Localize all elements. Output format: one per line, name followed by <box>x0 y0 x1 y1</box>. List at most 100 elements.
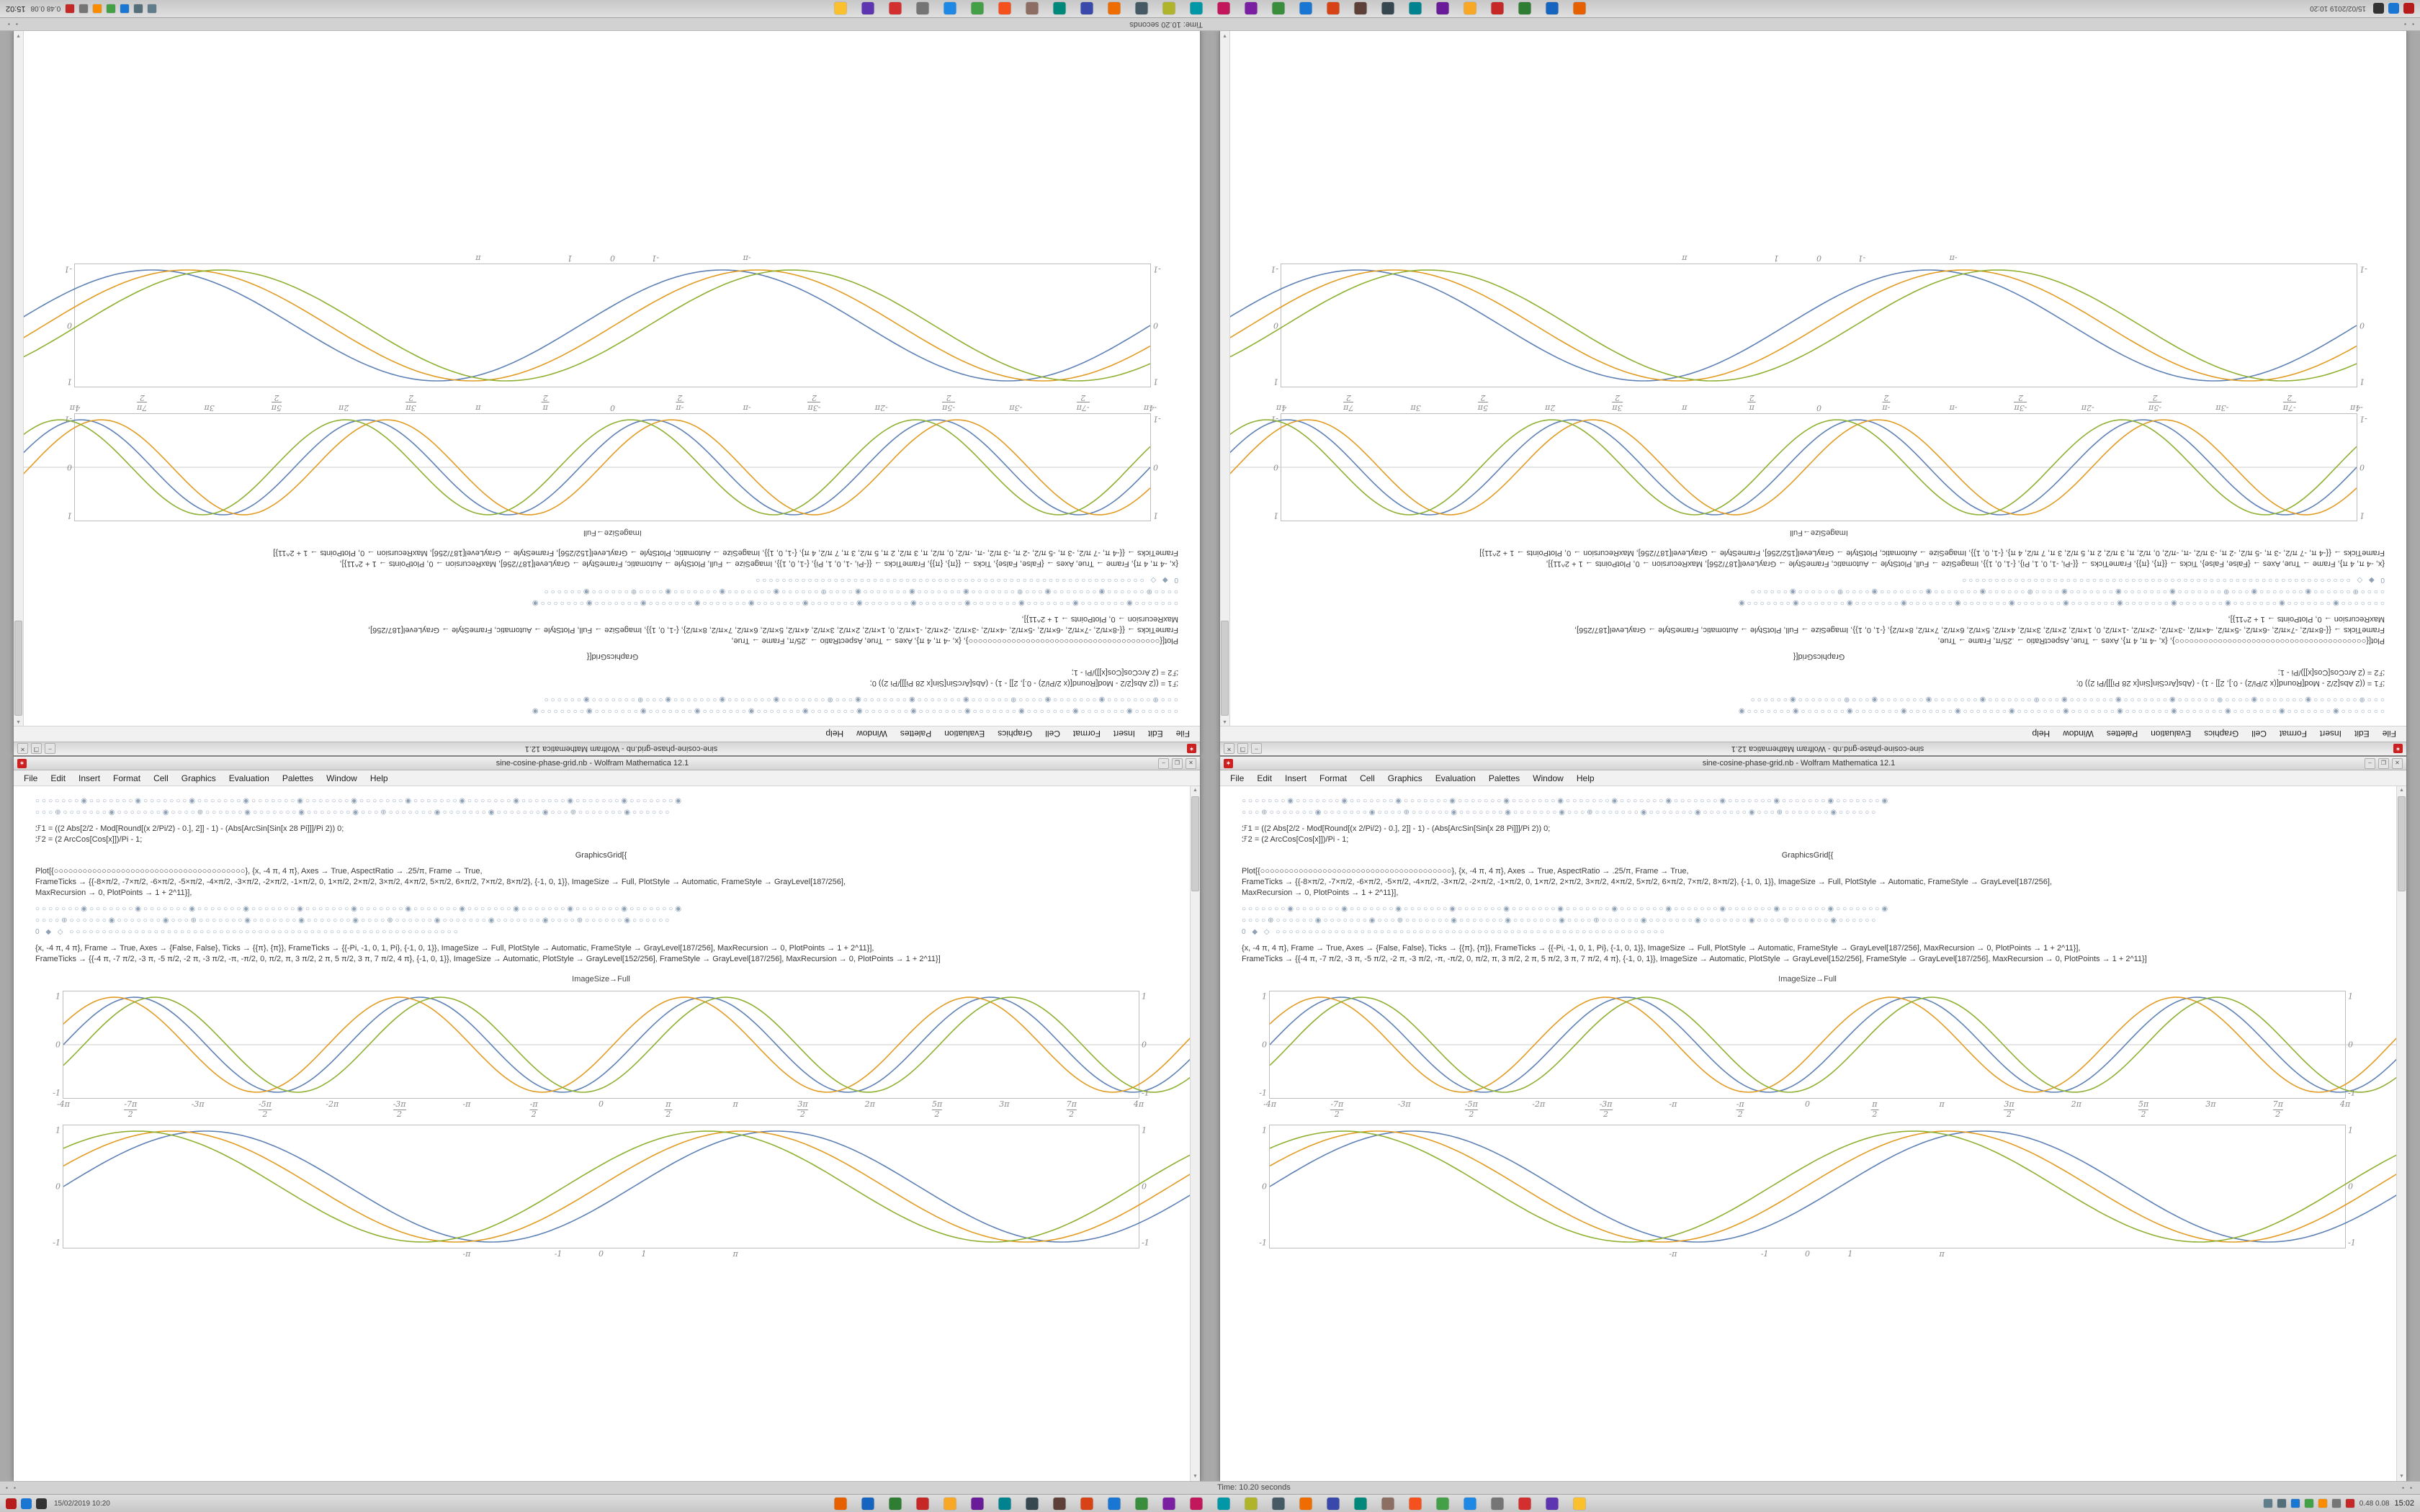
monitor-icon[interactable] <box>1272 1497 1285 1510</box>
color-swatch-cell[interactable]: ○○○○○○○◉○○○○○○○◉○○○○○○○◉○○○○○○○◉○○○○○○○◉… <box>35 796 1167 819</box>
code-line[interactable]: ℱ1 = ((2 Abs[2/2 - Mod[Round[(x 2/Pi/2) … <box>869 679 1178 688</box>
close-button[interactable]: ✕ <box>2392 757 2403 769</box>
files-launcher-icon[interactable] <box>2388 3 2399 14</box>
scroll-down-icon[interactable]: ▼ <box>2399 1474 2404 1479</box>
swatch-row[interactable]: 0 ◆ ◇ ○○○○○○○○○○○○○○○○○○○○○○○○○○○○○○○○○○… <box>1242 928 1667 936</box>
color-swatch-cell[interactable]: ○○○○○○○◉○○○○○○○◉○○○○○○○◉○○○○○○○◉○○○○○○○◉… <box>1242 796 2373 819</box>
minimize-button[interactable]: – <box>1158 757 1169 769</box>
menu-window[interactable]: Window <box>1533 773 1564 783</box>
notes-icon[interactable] <box>944 1497 956 1510</box>
scroll-down-icon[interactable]: ▼ <box>1193 1474 1198 1479</box>
files-launcher-icon[interactable] <box>21 1498 32 1509</box>
reader-icon[interactable] <box>889 2 902 15</box>
menu-palettes[interactable]: Palettes <box>1488 773 1520 783</box>
maximize-button[interactable]: ❐ <box>2378 757 2389 769</box>
sheets-icon[interactable] <box>1135 1497 1148 1510</box>
scroll-up-icon[interactable]: ▲ <box>1222 719 1227 724</box>
archive-icon[interactable] <box>1053 1497 1066 1510</box>
code-line[interactable]: GraphicsGrid[{ <box>586 652 639 661</box>
code-line[interactable]: {x, -4 π, 4 π}, Frame → True, Axes → {Fa… <box>35 944 874 953</box>
photos-icon[interactable] <box>1217 2 1230 15</box>
plot1-code-cell[interactable]: Plot[{○○○○○○○○○○○○○○○○○○○○○○○○○○○○○○○○○○… <box>1253 613 2385 646</box>
menu-evaluation[interactable]: Evaluation <box>2151 729 2192 739</box>
keyboard-icon[interactable] <box>2331 1499 2341 1508</box>
swatch-row[interactable]: ○○○○○○○◉○○○○○○○◉○○○○○○○◉○○○○○○○◉○○○○○○○◉… <box>529 599 1178 607</box>
title-bar[interactable]: ✶ sine-cosine-phase-grid.nb - Wolfram Ma… <box>14 757 1200 770</box>
browser-icon[interactable] <box>834 1497 847 1510</box>
battery-icon[interactable] <box>2304 1499 2313 1508</box>
maximize-button[interactable]: ❐ <box>31 743 42 755</box>
color-swatch-cell[interactable]: ○○○○○○○◉○○○○○○○◉○○○○○○○◉○○○○○○○◉○○○○○○○◉… <box>47 574 1178 608</box>
menu-palettes[interactable]: Palettes <box>2106 729 2138 739</box>
code-line[interactable]: MaxRecursion → 0, PlotPoints → 1 + 2^11}… <box>1021 615 1178 624</box>
menu-format[interactable]: Format <box>1319 773 1348 783</box>
menu-evaluation[interactable]: Evaluation <box>1435 773 1476 783</box>
music-icon[interactable] <box>1409 2 1422 15</box>
code-line[interactable]: MaxRecursion → 0, PlotPoints → 1 + 2^11}… <box>35 888 192 897</box>
browser-icon[interactable] <box>1573 2 1586 15</box>
code-line[interactable]: FrameTicks → {{-8×π/2, -7×π/2, -6×π/2, -… <box>1242 878 2053 886</box>
menu-evaluation[interactable]: Evaluation <box>228 773 269 783</box>
swatch-row[interactable]: ○○○○⊕○○○○○○◉○○○○○○○◉○○○⊕○○○○○○○◉○○○○○○○◉… <box>1748 588 2385 595</box>
code-line[interactable]: Plot[{○○○○○○○○○○○○○○○○○○○○○○○○○○○○○○○○○○… <box>1937 636 2385 645</box>
volume-icon[interactable] <box>148 4 157 13</box>
sync-icon[interactable] <box>1436 1497 1449 1510</box>
code-line[interactable]: ℱ1 = ((2 Abs[2/2 - Mod[Round[(x 2/Pi/2) … <box>2076 679 2385 688</box>
menu-edit[interactable]: Edit <box>2354 729 2370 739</box>
code-line[interactable]: FrameTicks → {{-8×π/2, -7×π/2, -6×π/2, -… <box>1574 626 2385 634</box>
text-editor-icon[interactable] <box>834 2 847 15</box>
scrollbar-thumb[interactable] <box>1221 621 1229 716</box>
color-swatch-cell[interactable]: ○○○○○○○◉○○○○○○○◉○○○○○○○◉○○○○○○○◉○○○○○○○◉… <box>1253 693 2385 716</box>
media-icon[interactable] <box>1436 2 1449 15</box>
files-icon[interactable] <box>1546 2 1559 15</box>
code-line[interactable]: {x, -4 π, 4 π}, Frame → True, Axes → {Fa… <box>339 559 1178 568</box>
code-line[interactable]: GraphicsGrid[{ <box>1793 652 1845 661</box>
battery-icon[interactable] <box>107 4 116 13</box>
monitor-icon[interactable] <box>1135 2 1148 15</box>
plot1-code-cell[interactable]: Plot[{○○○○○○○○○○○○○○○○○○○○○○○○○○○○○○○○○○… <box>47 613 1178 646</box>
sync-icon[interactable] <box>971 2 984 15</box>
scroll-down-icon[interactable]: ▼ <box>1222 33 1227 38</box>
menu-file[interactable]: File <box>2382 729 2396 739</box>
menu-window[interactable]: Window <box>326 773 357 783</box>
menu-cell[interactable]: Cell <box>1045 729 1060 739</box>
swatch-row[interactable]: ○○○○⊕○○○○○○◉○○○○○○○◉○○○⊕○○○○○○○◉○○○○○○○◉… <box>35 917 672 924</box>
office-icon[interactable] <box>1108 2 1121 15</box>
definitions-cell[interactable]: ℱ1 = ((2 Abs[2/2 - Mod[Round[(x 2/Pi/2) … <box>47 667 1178 688</box>
maximize-button[interactable]: ❐ <box>1172 757 1183 769</box>
menu-help[interactable]: Help <box>2032 729 2051 739</box>
text-editor-icon[interactable] <box>1573 1497 1586 1510</box>
menu-edit[interactable]: Edit <box>1147 729 1163 739</box>
player-icon[interactable] <box>998 2 1011 15</box>
swatch-row[interactable]: ○○○⊕○○○○○○○◉○○○○○○○◉○○○○⊕○○○○○○◉○○○○○○○◉… <box>35 809 672 816</box>
swatch-row[interactable]: 0 ◆ ◇ ○○○○○○○○○○○○○○○○○○○○○○○○○○○○○○○○○○… <box>35 928 460 936</box>
menu-edit[interactable]: Edit <box>50 773 66 783</box>
scroll-up-icon[interactable]: ▲ <box>2399 788 2404 793</box>
notes-icon[interactable] <box>1464 2 1476 15</box>
definitions-cell[interactable]: ℱ1 = ((2 Abs[2/2 - Mod[Round[(x 2/Pi/2) … <box>1253 667 2385 688</box>
title-bar[interactable]: ✶ sine-cosine-phase-grid.nb - Wolfram Ma… <box>1220 742 2406 755</box>
swatch-row[interactable]: ○○○○○○○◉○○○○○○○◉○○○○○○○◉○○○○○○○◉○○○○○○○◉… <box>1736 707 2385 715</box>
terminal-launcher-icon[interactable] <box>2373 3 2384 14</box>
menu-edit[interactable]: Edit <box>1257 773 1273 783</box>
menu-cell[interactable]: Cell <box>2251 729 2267 739</box>
archive-icon[interactable] <box>1354 2 1367 15</box>
close-button[interactable]: ✕ <box>17 743 28 755</box>
swatch-row[interactable]: 0 ◆ ◇ ○○○○○○○○○○○○○○○○○○○○○○○○○○○○○○○○○○… <box>753 576 1178 584</box>
menu-cell[interactable]: Cell <box>1360 773 1375 783</box>
color-swatch-cell[interactable]: ○○○○○○○◉○○○○○○○◉○○○○○○○◉○○○○○○○◉○○○○○○○◉… <box>1242 904 2373 938</box>
bluetooth-icon[interactable] <box>2290 1499 2300 1508</box>
code-line[interactable]: ℱ2 = (2 ArcCos[Cos[x]])/Pi - 1; <box>1242 835 1349 844</box>
pdf-icon[interactable] <box>1491 2 1504 15</box>
network-app-icon[interactable] <box>1217 1497 1230 1510</box>
camera-icon[interactable] <box>1245 1497 1258 1510</box>
menu-insert[interactable]: Insert <box>1113 729 1135 739</box>
paint-icon[interactable] <box>1080 1497 1093 1510</box>
definitions-cell[interactable]: ℱ1 = ((2 Abs[2/2 - Mod[Round[(x 2/Pi/2) … <box>35 824 1167 845</box>
scrollbar-thumb[interactable] <box>14 621 22 716</box>
volume-icon[interactable] <box>2263 1499 2272 1508</box>
code-line[interactable]: GraphicsGrid[{ <box>575 851 627 860</box>
close-button[interactable]: ✕ <box>1186 757 1196 769</box>
media-icon[interactable] <box>971 1497 984 1510</box>
graphicsgrid-cell[interactable]: GraphicsGrid[{ <box>47 651 1178 662</box>
